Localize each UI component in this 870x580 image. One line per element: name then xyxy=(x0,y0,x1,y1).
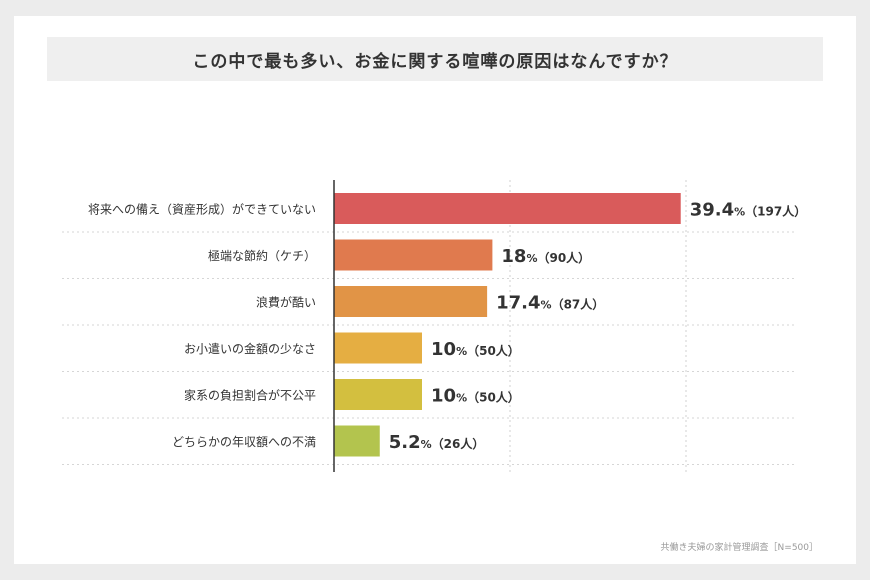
category-label: 極端な節約（ケチ） xyxy=(208,248,316,263)
value-label: 17.4%（87人） xyxy=(496,293,604,314)
value-label: 10%（50人） xyxy=(431,339,520,360)
category-label: お小遣いの金額の少なさ xyxy=(184,341,316,356)
bar xyxy=(334,286,488,317)
bar xyxy=(334,193,681,224)
category-label: 浪費が酷い xyxy=(256,295,316,310)
category-label: 家系の負担割合が不公平 xyxy=(184,388,316,403)
value-label: 10%（50人） xyxy=(431,386,520,407)
bar xyxy=(334,332,422,364)
bar xyxy=(334,425,380,457)
source-note: 共働き夫婦の家計管理調査［N=500］ xyxy=(660,543,818,553)
bar xyxy=(334,239,493,271)
category-label: 将来への備え（資産形成）ができていない xyxy=(88,202,316,217)
bar xyxy=(334,379,422,410)
chart-card: この中で最も多い、お金に関する喧嘩の原因はなんですか？ 共働き夫婦の家計管理調査… xyxy=(14,16,856,564)
chart-title: この中で最も多い、お金に関する喧嘩の原因はなんですか？ xyxy=(192,51,678,72)
value-label: 5.2%（26人） xyxy=(389,432,485,453)
title-bar: この中で最も多い、お金に関する喧嘩の原因はなんですか？ xyxy=(47,37,823,81)
value-label: 18%（90人） xyxy=(501,246,590,267)
value-label: 39.4%（197人） xyxy=(690,200,807,221)
category-label: どちらかの年収額への不満 xyxy=(172,435,316,449)
